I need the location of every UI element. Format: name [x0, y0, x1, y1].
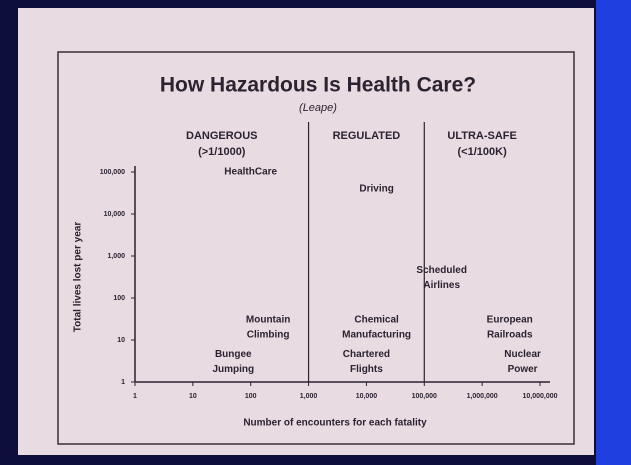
point-label-line: Flights: [350, 364, 383, 375]
x-tick-label: 100: [245, 393, 257, 400]
y-axis-label: Total lives lost per year: [73, 222, 84, 333]
x-tick-label: 1,000,000: [467, 393, 498, 400]
zone-label: REGULATED: [333, 130, 401, 142]
point-label: Driving: [359, 183, 393, 194]
y-tick-label: 10: [117, 337, 125, 344]
point-label-line: Airlines: [423, 280, 460, 291]
point-label-line: Driving: [359, 183, 393, 194]
y-tick-label: 100,000: [100, 169, 125, 176]
point-label-line: Climbing: [247, 329, 290, 340]
y-tick-label: 1,000: [107, 253, 125, 260]
x-tick-label: 100,000: [412, 393, 437, 400]
x-tick-label: 10,000: [356, 393, 378, 400]
x-tick-label: 1: [133, 393, 137, 400]
zone-label: (<1/100K): [458, 146, 508, 158]
point-label-line: Bungee: [215, 349, 252, 360]
point-label-line: Manufacturing: [342, 329, 411, 340]
subtitle: (Leape): [299, 102, 337, 114]
point-label-line: Power: [508, 364, 538, 375]
zone-label: ULTRA-SAFE: [447, 130, 516, 142]
point-label-line: HealthCare: [224, 167, 277, 178]
x-tick-label: 10,000,000: [522, 393, 557, 400]
point-label-line: Scheduled: [416, 265, 467, 276]
point-label-line: Chemical: [354, 314, 399, 325]
side-bar: [596, 0, 631, 465]
x-axis-label: Number of encounters for each fatality: [243, 418, 427, 429]
zone-label: DANGEROUS: [186, 130, 258, 142]
x-tick-label: 1,000: [300, 393, 318, 400]
point-label-line: Jumping: [212, 364, 254, 375]
y-tick-label: 100: [113, 295, 125, 302]
point-label-line: European: [487, 314, 533, 325]
point-label-line: Nuclear: [504, 349, 541, 360]
chart: How Hazardous Is Health Care? (Leape) Nu…: [0, 0, 631, 465]
point-label: HealthCare: [224, 167, 277, 178]
point-label-line: Railroads: [487, 329, 533, 340]
chart-title: How Hazardous Is Health Care?: [160, 74, 476, 97]
y-tick-label: 10,000: [104, 211, 126, 218]
point-label-line: Chartered: [343, 349, 390, 360]
y-tick-label: 1: [121, 379, 125, 386]
page: How Hazardous Is Health Care? (Leape) Nu…: [0, 0, 631, 465]
point-label-line: Mountain: [246, 314, 290, 325]
x-tick-label: 10: [189, 393, 197, 400]
zone-label: (>1/1000): [198, 146, 246, 158]
